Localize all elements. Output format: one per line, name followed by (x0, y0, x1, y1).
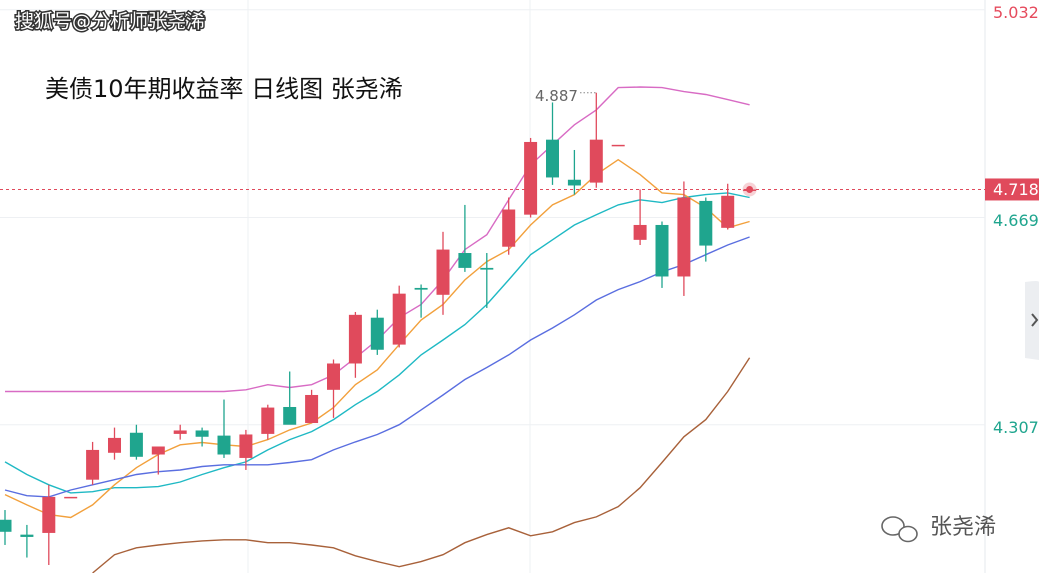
candle-body (129, 432, 143, 457)
ma-line (4, 236, 750, 498)
candle-body (633, 224, 647, 240)
last-price-dot (746, 185, 754, 193)
candle-body (524, 141, 538, 215)
candle-body (392, 293, 406, 345)
logo-text: 张尧浠 (930, 515, 996, 540)
side-tab-arrow (1031, 313, 1039, 327)
candle-body (655, 224, 669, 277)
candle-body (151, 446, 165, 455)
high-label: 4.887 (535, 87, 578, 105)
candle-body (217, 435, 231, 455)
candle-body (0, 519, 12, 532)
candle-body (173, 430, 187, 434)
last-price-label: 4.718 (993, 180, 1039, 199)
candle-body (480, 267, 494, 270)
side-tab[interactable] (1025, 281, 1039, 360)
ma-line (4, 158, 750, 519)
candle-body (64, 496, 78, 499)
candle-body (677, 197, 691, 277)
candle-body (567, 179, 581, 186)
candle-body (436, 249, 450, 295)
ma-line (92, 357, 751, 573)
candle-body (414, 287, 428, 290)
candle-body (42, 496, 56, 533)
candle-body (86, 449, 100, 480)
candle-body (611, 144, 625, 147)
plot (0, 9, 985, 573)
chart-title: 美债10年期收益率 日线图 张尧浠 (45, 75, 403, 103)
candle-body (261, 407, 275, 434)
candle-body (458, 253, 472, 268)
watermark: 搜狐号@分析师张尧浠 (15, 11, 205, 33)
ma-line (4, 192, 750, 494)
candle-body (195, 430, 209, 437)
candle-body (305, 394, 319, 424)
candle-body (348, 314, 362, 364)
candle-body (699, 200, 713, 246)
candle-body (502, 209, 516, 247)
candle-body (589, 139, 603, 183)
candle-body (239, 434, 253, 458)
candle-body (283, 406, 297, 425)
candle-body (370, 317, 384, 350)
y-tick-label: 5.032 (993, 3, 1039, 22)
candle-body (20, 534, 34, 537)
candle-body (721, 195, 735, 228)
candle-body (327, 363, 340, 390)
candle-body (108, 437, 121, 453)
y-tick-label: 4.669 (993, 211, 1039, 230)
candle-body (546, 139, 559, 178)
y-tick-label: 4.307 (993, 418, 1039, 437)
last-price-box (985, 178, 1039, 201)
logo-icon (881, 516, 918, 543)
